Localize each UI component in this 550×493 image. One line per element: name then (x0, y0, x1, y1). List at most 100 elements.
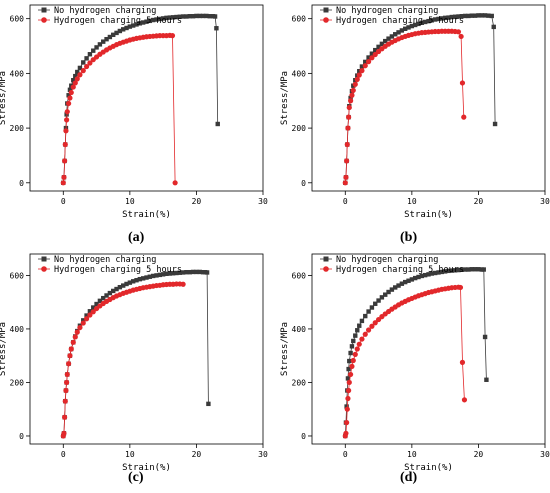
p3-data-point-no-hydrogen (373, 301, 378, 306)
p2-data-point-no-hydrogen (134, 278, 139, 283)
p2-data-point-hydrogen (68, 346, 74, 352)
p0-data-point-hydrogen (169, 33, 176, 39)
p3-data-point-no-hydrogen (484, 377, 489, 382)
panel-label-c: (c) (128, 470, 144, 485)
p3-data-point-hydrogen (344, 419, 350, 426)
p0-data-point-no-hydrogen (91, 48, 96, 53)
p3-data-point-no-hydrogen (393, 285, 398, 290)
p2-data-point-no-hydrogen (154, 273, 159, 278)
p1-data-point-no-hydrogen (393, 32, 398, 37)
p2-data-point-hydrogen (64, 379, 70, 386)
p3-data-point-no-hydrogen (466, 267, 471, 272)
p1-data-point-no-hydrogen (369, 51, 375, 56)
p2-y-tick-label-400: 400 (10, 325, 25, 334)
p3-data-point-no-hydrogen (355, 328, 360, 333)
p2-data-point-no-hydrogen (187, 269, 192, 275)
p0-data-point-hydrogen (83, 63, 90, 70)
p3-data-point-no-hydrogen (452, 268, 458, 273)
p1-data-point-hydrogen (342, 180, 348, 186)
p3-data-point-no-hydrogen (472, 267, 478, 272)
p0-data-point-no-hydrogen (137, 21, 143, 26)
p2-data-point-hydrogen (62, 398, 68, 404)
p2-data-point-no-hydrogen (206, 401, 211, 407)
p0-data-point-no-hydrogen (215, 121, 220, 127)
p3-data-point-no-hydrogen (344, 404, 349, 409)
p1-data-point-no-hydrogen (486, 13, 491, 18)
p2-data-point-hydrogen (180, 281, 186, 287)
p0-data-point-no-hydrogen (97, 42, 103, 47)
p0-data-point-no-hydrogen (187, 14, 192, 19)
p3-data-point-no-hydrogen (376, 298, 381, 303)
p0-plot-frame (29, 4, 264, 192)
p0-data-point-hydrogen (64, 117, 70, 123)
panel-label-b: (b) (400, 230, 418, 245)
p3-data-point-hydrogen (457, 284, 464, 291)
p0-data-point-no-hydrogen (75, 69, 80, 75)
p0-data-point-no-hydrogen (101, 39, 106, 44)
p3-data-point-hydrogen (343, 430, 349, 436)
p2-data-point-no-hydrogen (107, 290, 113, 296)
p0-data-point-hydrogen (66, 100, 72, 107)
p0-data-point-no-hydrogen (184, 14, 189, 19)
p2-x-tick-label-0: 0 (61, 450, 66, 459)
p2-data-point-no-hydrogen (160, 272, 166, 277)
p1-data-point-hydrogen (348, 98, 354, 104)
p2-data-point-no-hydrogen (164, 271, 169, 277)
p1-data-point-no-hydrogen (348, 95, 353, 101)
p2-data-point-no-hydrogen (137, 276, 143, 282)
p2-series-line-hydrogen (62, 283, 184, 437)
p2-data-point-hydrogen (72, 334, 78, 340)
p1-legend-marker-no-hydrogen (323, 7, 329, 13)
p0-data-point-hydrogen (67, 95, 73, 101)
p3-data-point-hydrogen (346, 387, 352, 394)
p1-data-point-hydrogen (365, 59, 372, 65)
p2-data-point-no-hydrogen (111, 288, 116, 294)
p0-x-tick-label-30: 30 (258, 197, 268, 206)
p2-data-point-no-hydrogen (197, 269, 202, 275)
p1-data-point-hydrogen (354, 76, 360, 82)
p0-data-point-hydrogen (64, 109, 70, 115)
p3-data-point-no-hydrogen (462, 267, 468, 272)
p0-data-point-no-hydrogen (94, 45, 99, 50)
p3-data-point-hydrogen (350, 357, 356, 364)
p0-y-tick-label-0: 0 (19, 179, 24, 188)
p1-data-point-no-hydrogen (459, 14, 464, 19)
p3-data-point-no-hydrogen (399, 281, 405, 286)
p3-data-point-no-hydrogen (353, 333, 358, 338)
p2-data-point-no-hydrogen (130, 279, 136, 284)
p3-legend-label-no-hydrogen: No hydrogen charging (336, 255, 438, 265)
p3-data-point-no-hydrogen (476, 267, 481, 272)
p0-data-point-hydrogen (72, 80, 78, 86)
p3-data-point-no-hydrogen (419, 273, 425, 279)
p2-data-point-hydrogen (80, 320, 86, 326)
p2-data-point-no-hydrogen (167, 271, 172, 276)
p1-data-point-hydrogen (346, 104, 352, 111)
p1-data-point-no-hydrogen (446, 15, 451, 20)
p0-data-point-hydrogen (172, 180, 178, 186)
p3-data-point-no-hydrogen (359, 318, 365, 324)
p3-x-tick-label-10: 10 (407, 450, 417, 459)
p3-data-point-hydrogen (354, 346, 360, 352)
p1-data-point-no-hydrogen (357, 68, 362, 74)
p1-data-point-hydrogen (344, 141, 350, 148)
p1-legend-marker-hydrogen (323, 17, 329, 23)
p0-data-point-no-hydrogen (160, 16, 166, 21)
p1-data-point-no-hydrogen (386, 36, 391, 41)
p3-data-point-hydrogen (375, 316, 382, 323)
p1-data-point-no-hydrogen (436, 16, 441, 22)
p3-data-point-hydrogen (344, 406, 350, 412)
p0-data-point-no-hydrogen (180, 14, 186, 19)
panel-label-a: (a) (128, 230, 145, 245)
p1-data-point-no-hydrogen (449, 14, 454, 20)
p2-data-point-no-hydrogen (117, 284, 123, 290)
p2-x-tick-label-30: 30 (258, 450, 268, 459)
p1-data-point-no-hydrogen (376, 44, 381, 50)
p1-data-point-no-hydrogen (466, 13, 471, 19)
p0-x-tick-label-0: 0 (61, 197, 66, 206)
p1-data-point-hydrogen (344, 158, 350, 164)
p0-data-point-no-hydrogen (167, 15, 172, 20)
p0-data-point-no-hydrogen (170, 15, 176, 20)
p3-series-line-hydrogen (344, 286, 465, 437)
p0-data-point-no-hydrogen (81, 60, 86, 65)
p2-y-tick-label-200: 200 (10, 378, 25, 387)
